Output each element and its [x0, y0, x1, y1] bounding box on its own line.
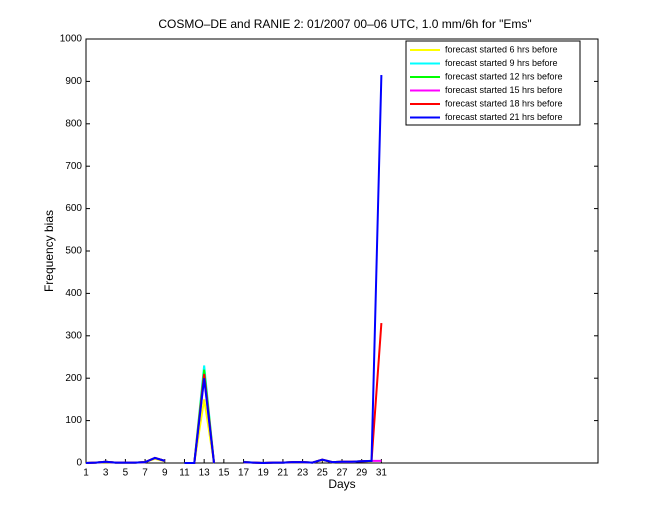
x-tick-label: 31 — [376, 468, 388, 479]
y-tick-label: 900 — [65, 76, 82, 87]
y-axis-label: Frequency bias — [42, 210, 56, 292]
y-tick-label: 1000 — [60, 34, 83, 45]
y-tick-label: 800 — [65, 118, 82, 129]
y-tick-label: 500 — [65, 246, 82, 257]
x-tick-label: 23 — [297, 468, 309, 479]
x-tick-label: 29 — [356, 468, 368, 479]
x-tick-label: 1 — [83, 468, 89, 479]
legend-label: forecast started 18 hrs before — [445, 98, 563, 108]
legend-label: forecast started 6 hrs before — [445, 44, 558, 54]
x-tick-label: 17 — [238, 468, 250, 479]
x-tick-label: 27 — [336, 468, 348, 479]
legend-label: forecast started 15 hrs before — [445, 85, 563, 95]
y-tick-label: 100 — [65, 415, 82, 426]
y-tick-label: 700 — [65, 161, 82, 172]
chart-title: COSMO–DE and RANIE 2: 01/2007 00–06 UTC,… — [158, 17, 531, 31]
y-tick-label: 300 — [65, 330, 82, 341]
legend-label: forecast started 9 hrs before — [445, 58, 558, 68]
y-tick-label: 400 — [65, 288, 82, 299]
x-tick-label: 7 — [142, 468, 148, 479]
x-tick-label: 25 — [317, 468, 329, 479]
x-tick-label: 3 — [103, 468, 109, 479]
y-tick-label: 600 — [65, 203, 82, 214]
y-tick-label: 0 — [76, 458, 82, 469]
legend-label: forecast started 12 hrs before — [445, 71, 563, 81]
x-tick-label: 5 — [123, 468, 129, 479]
x-tick-label: 13 — [199, 468, 211, 479]
series-line — [85, 75, 383, 465]
y-tick-label: 200 — [65, 373, 82, 384]
x-axis-label: Days — [328, 477, 355, 491]
x-tick-label: 21 — [277, 468, 289, 479]
x-tick-label: 11 — [179, 468, 190, 479]
x-tick-label: 15 — [218, 468, 230, 479]
legend — [405, 40, 581, 126]
legend-label: forecast started 21 hrs before — [445, 112, 563, 122]
x-tick-label: 19 — [258, 468, 270, 479]
x-tick-label: 9 — [162, 468, 168, 479]
